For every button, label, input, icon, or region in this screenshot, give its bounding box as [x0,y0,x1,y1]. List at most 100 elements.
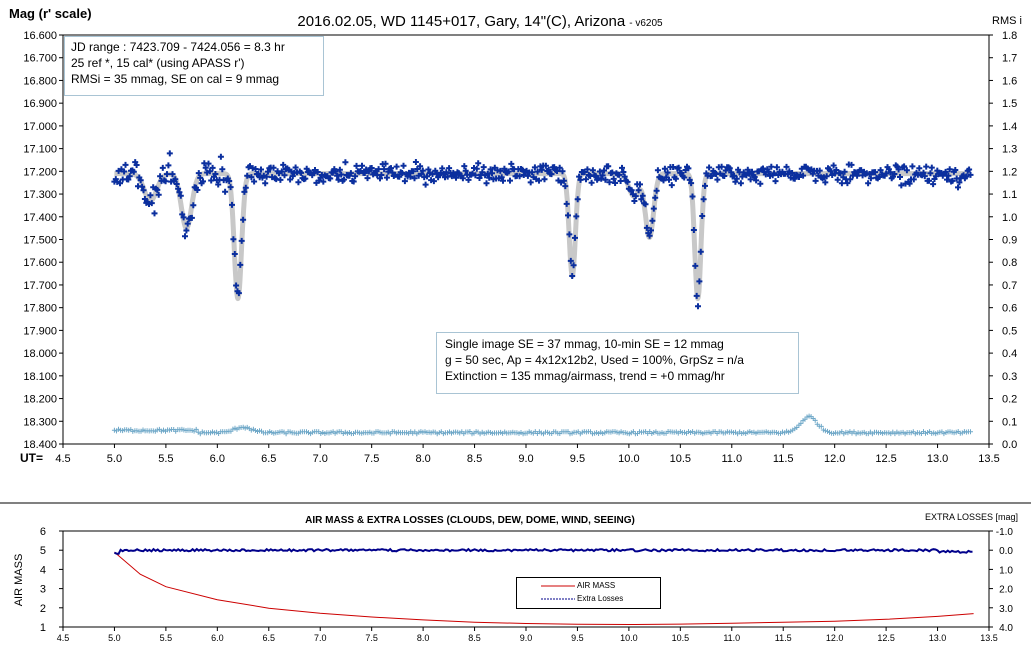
bottom-x-tick-label: 8.0 [417,633,430,643]
top-y-tick-label: 17.600 [23,257,57,269]
top-x-tick-label: 9.5 [570,453,585,465]
bottom-y2-tick-label: -1.0 [996,527,1014,538]
top-x-tick-label: 6.0 [210,453,225,465]
top-chart-title-main: 2016.02.05, WD 1145+017, Gary, 14"(C), A… [297,13,626,30]
magnitude-points [111,150,974,310]
top-y2-tick-label: 0.9 [1002,235,1017,247]
bottom-x-ticks: 4.5 5.0 5.5 6.0 6.5 7.0 7.5 8.0 8.5 9.0 9.5 10.0 10.… [57,627,998,643]
top-y-tick-label: 17.800 [23,303,57,315]
info-mid-line-1: Single image SE = 37 mmag, 10-min SE = 1… [445,337,724,351]
legend-swatch-airmass [541,585,575,587]
bottom-y-ticks: 6 5 4 3 2 1 [40,526,63,634]
top-x-tick-label: 11.5 [773,453,794,465]
bottom-x-tick-label: 13.0 [929,633,947,643]
bottom-x-tick-label: 8.5 [468,633,481,643]
top-y2-tick-label: 1.8 [1002,30,1017,42]
bottom-y-tick-label: 1 [40,622,46,634]
top-y2-tick-label: 0.4 [1002,348,1017,360]
bottom-x-tick-label: 6.0 [211,633,224,643]
bottom-x-tick-label: 11.0 [723,633,740,643]
bottom-y2-ticks: -1.0 0.0 1.0 2.0 3.0 4.0 [989,527,1013,634]
info-box-middle: Single image SE = 37 mmag, 10-min SE = 1… [436,332,799,394]
bottom-x-tick-label: 10.5 [672,633,690,643]
top-y2-tick-label: 0.1 [1002,416,1017,428]
info-top-line-2: 25 ref *, 15 cal* (using APASS r') [71,56,245,70]
bottom-x-tick-label: 11.5 [775,633,792,643]
top-y-tick-label: 16.800 [23,75,57,87]
top-y2-tick-label: 1.2 [1002,166,1017,178]
bottom-y2-tick-label: 0.0 [999,546,1013,557]
top-y2-tick-label: 0.8 [1002,257,1017,269]
bottom-y-tick-label: 5 [40,545,46,557]
top-y-ticks: 16.600 16.700 16.800 16.900 17.000 17.100 17.2… [23,30,63,451]
top-x-tick-label: 7.0 [313,453,328,465]
top-y2-tick-label: 1.1 [1002,189,1017,201]
bottom-y-axis-title: AIR MASS [13,554,25,607]
top-y2-tick-label: 0.6 [1002,303,1017,315]
bottom-y-tick-label: 3 [40,584,46,596]
top-chart-title: 2016.02.05, WD 1145+017, Gary, 14"(C), A… [297,13,663,30]
bottom-x-tick-label: 7.0 [314,633,327,643]
top-x-tick-label: 13.5 [978,453,999,465]
bottom-y2-tick-label: 4.0 [999,623,1013,634]
rms-series [111,413,973,437]
bottom-y2-tick-label: 1.0 [999,565,1013,576]
info-mid-line-2: g = 50 sec, Ap = 4x12x12b2, Used = 100%,… [445,353,744,367]
top-x-tick-label: 10.0 [618,453,639,465]
top-x-tick-label: 6.5 [261,453,276,465]
top-x-tick-label: 7.5 [364,453,379,465]
top-y-tick-label: 17.700 [23,280,57,292]
top-y2-tick-label: 1.5 [1002,98,1017,110]
bottom-x-tick-label: 12.0 [826,633,844,643]
bottom-x-tick-label: 9.0 [520,633,533,643]
top-y-tick-label: 18.000 [23,348,57,360]
top-y-tick-label: 16.700 [23,53,57,65]
legend-label-airmass: AIR MASS [577,581,616,590]
bottom-x-tick-label: 6.5 [263,633,276,643]
bottom-legend: AIR MASS Extra Losses [516,577,661,609]
top-x-tick-label: 8.0 [415,453,430,465]
bottom-chart-title: AIR MASS & EXTRA LOSSES (CLOUDS, DEW, DO… [305,515,635,526]
top-x-tick-label: 10.5 [670,453,691,465]
bottom-y2-tick-label: 2.0 [999,585,1013,596]
airmass-chart: AIR MASS & EXTRA LOSSES (CLOUDS, DEW, DO… [13,512,1018,643]
top-x-axis-title: UT= [20,451,43,465]
bottom-y2-axis-title: EXTRA LOSSES [mag] [925,512,1018,522]
info-box-top: JD range : 7423.709 - 7424.056 = 8.3 hr … [64,36,324,96]
info-mid-line-3: Extinction = 135 mmag/airmass, trend = +… [445,369,725,383]
top-y2-tick-label: 1.0 [1002,212,1017,224]
bottom-x-tick-label: 9.5 [571,633,584,643]
top-y2-tick-label: 1.6 [1002,75,1017,87]
top-y2-tick-label: 0.0 [1002,439,1017,451]
top-x-tick-label: 12.5 [875,453,896,465]
top-chart-version: - v6205 [629,18,663,29]
top-y-tick-label: 17.500 [23,235,57,247]
top-y2-tick-label: 0.7 [1002,280,1017,292]
top-y2-tick-label: 0.3 [1002,371,1017,383]
legend-swatch-losses [541,598,575,600]
bottom-x-tick-label: 5.5 [160,633,173,643]
bottom-y-tick-label: 4 [40,564,46,576]
top-y-tick-label: 16.900 [23,98,57,110]
top-y-tick-label: 17.900 [23,325,57,337]
top-y2-tick-label: 0.2 [1002,394,1017,406]
top-y-tick-label: 18.300 [23,416,57,428]
top-y2-ticks: 1.8 1.7 1.6 1.5 1.4 1.3 1.2 1.1 1.0 0.9 0.8 0.7 0.6 0… [989,30,1017,451]
magnitude-series [111,150,974,310]
legend-label-losses: Extra Losses [577,594,624,603]
top-x-tick-label: 8.5 [467,453,482,465]
info-top-line-3: RMSi = 35 mmag, SE on cal = 9 mmag [71,72,280,86]
top-y2-tick-label: 1.7 [1002,53,1017,65]
top-y-tick-label: 16.600 [23,30,57,42]
top-x-tick-label: 4.5 [55,453,70,465]
legend-item-losses: Extra Losses [517,594,660,604]
top-plot-area: 16.600 16.700 16.800 16.900 17.000 17.100 17.2… [23,30,1017,465]
airmass-line [114,551,974,626]
rms-points [111,413,973,437]
bottom-x-tick-label: 7.5 [365,633,378,643]
top-y2-axis-title: RMS i [992,15,1022,27]
top-y-tick-label: 17.000 [23,121,57,133]
bottom-y-tick-label: 6 [40,526,46,538]
bottom-plot-area: 6 5 4 3 2 1 -1.0 0.0 1.0 2.0 3.0 4.0 4.5 5.0 5.5 6.0 6… [40,526,1014,643]
